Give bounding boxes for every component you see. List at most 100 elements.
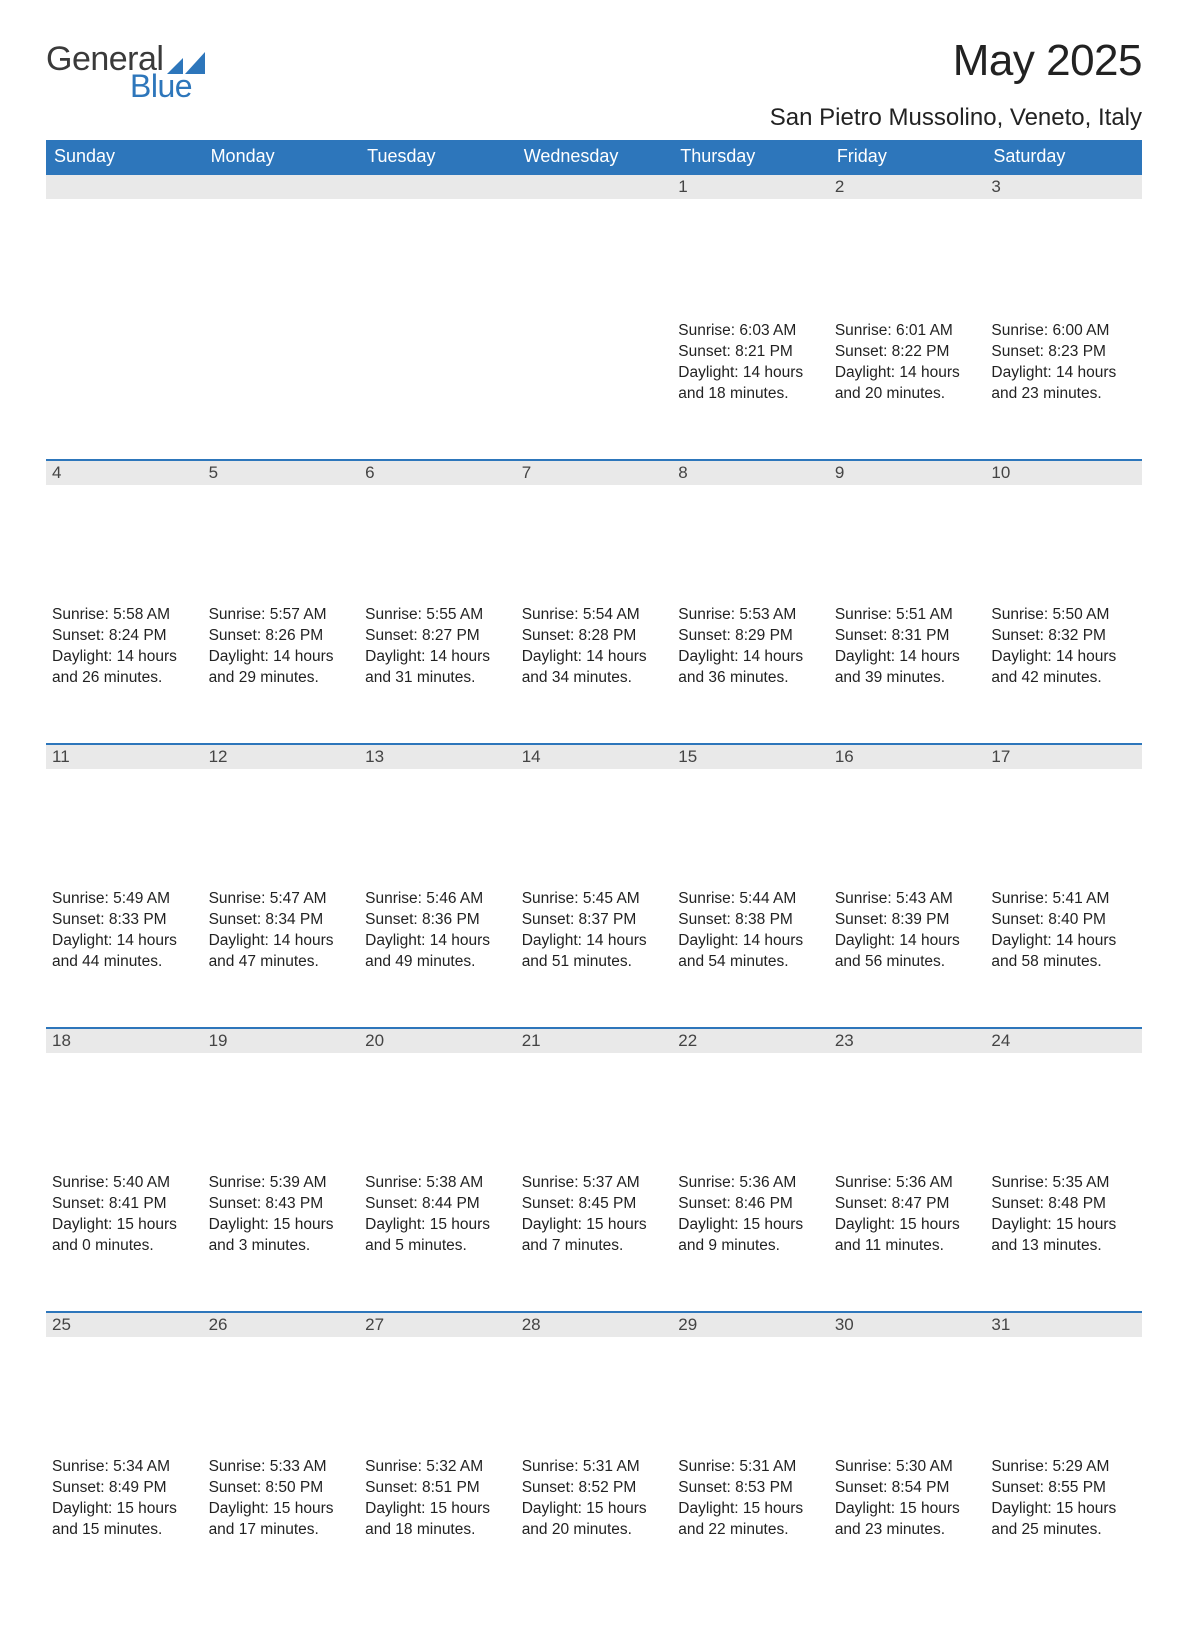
sunset-text: Sunset: 8:55 PM (991, 1478, 1136, 1499)
day-cell: Sunrise: 5:40 AMSunset: 8:41 PMDaylight:… (46, 1169, 203, 1311)
sunset-text: Sunset: 8:44 PM (365, 1194, 510, 1215)
sunset-text: Sunset: 8:32 PM (991, 626, 1136, 647)
day-number: 14 (516, 743, 673, 769)
day-cell: Sunrise: 5:57 AMSunset: 8:26 PMDaylight:… (203, 601, 360, 743)
logo-text-blue: Blue (46, 70, 207, 102)
daylight-text: Daylight: 14 hours and 34 minutes. (522, 647, 667, 689)
sunrise-text: Sunrise: 5:38 AM (365, 1173, 510, 1194)
calendar-header: SundayMondayTuesdayWednesdayThursdayFrid… (46, 140, 1142, 175)
day-number: 22 (672, 1027, 829, 1053)
sunset-text: Sunset: 8:33 PM (52, 910, 197, 931)
day-cell: Sunrise: 5:47 AMSunset: 8:34 PMDaylight:… (203, 885, 360, 1027)
day-body: Sunrise: 5:53 AMSunset: 8:29 PMDaylight:… (672, 601, 829, 697)
day-number-cell: 9 (829, 459, 986, 601)
daylight-text: Daylight: 14 hours and 36 minutes. (678, 647, 823, 689)
daylight-text: Daylight: 15 hours and 25 minutes. (991, 1499, 1136, 1541)
day-cell: Sunrise: 5:29 AMSunset: 8:55 PMDaylight:… (985, 1453, 1142, 1595)
day-cell: Sunrise: 5:36 AMSunset: 8:47 PMDaylight:… (829, 1169, 986, 1311)
day-number: 2 (829, 175, 986, 199)
day-cell: Sunrise: 6:00 AMSunset: 8:23 PMDaylight:… (985, 317, 1142, 459)
day-number-cell: 26 (203, 1311, 360, 1453)
sunrise-text: Sunrise: 5:33 AM (209, 1457, 354, 1478)
day-number-cell: 20 (359, 1027, 516, 1169)
day-body: Sunrise: 5:50 AMSunset: 8:32 PMDaylight:… (985, 601, 1142, 697)
day-number: 9 (829, 459, 986, 485)
day-body: Sunrise: 5:55 AMSunset: 8:27 PMDaylight:… (359, 601, 516, 697)
sunrise-text: Sunrise: 5:54 AM (522, 605, 667, 626)
sunrise-text: Sunrise: 5:55 AM (365, 605, 510, 626)
day-number-cell: 12 (203, 743, 360, 885)
sunrise-text: Sunrise: 5:44 AM (678, 889, 823, 910)
day-number-cell: 22 (672, 1027, 829, 1169)
day-cell: Sunrise: 5:30 AMSunset: 8:54 PMDaylight:… (829, 1453, 986, 1595)
day-body: Sunrise: 6:03 AMSunset: 8:21 PMDaylight:… (672, 317, 829, 413)
sunrise-text: Sunrise: 5:31 AM (522, 1457, 667, 1478)
day-number-cell (46, 175, 203, 317)
day-number-cell: 10 (985, 459, 1142, 601)
day-number-cell: 25 (46, 1311, 203, 1453)
sunrise-text: Sunrise: 5:58 AM (52, 605, 197, 626)
day-number-cell: 7 (516, 459, 673, 601)
daylight-text: Daylight: 15 hours and 7 minutes. (522, 1215, 667, 1257)
sunset-text: Sunset: 8:31 PM (835, 626, 980, 647)
day-body: Sunrise: 5:36 AMSunset: 8:47 PMDaylight:… (829, 1169, 986, 1265)
day-body: Sunrise: 5:40 AMSunset: 8:41 PMDaylight:… (46, 1169, 203, 1265)
sunrise-text: Sunrise: 5:29 AM (991, 1457, 1136, 1478)
daylight-text: Daylight: 15 hours and 18 minutes. (365, 1499, 510, 1541)
day-number: 25 (46, 1311, 203, 1337)
day-cell (359, 317, 516, 459)
day-cell: Sunrise: 5:43 AMSunset: 8:39 PMDaylight:… (829, 885, 986, 1027)
sunrise-text: Sunrise: 5:45 AM (522, 889, 667, 910)
sunrise-text: Sunrise: 5:46 AM (365, 889, 510, 910)
day-body: Sunrise: 5:31 AMSunset: 8:53 PMDaylight:… (672, 1453, 829, 1549)
sunrise-text: Sunrise: 5:32 AM (365, 1457, 510, 1478)
sunrise-text: Sunrise: 5:36 AM (678, 1173, 823, 1194)
day-cell: Sunrise: 5:44 AMSunset: 8:38 PMDaylight:… (672, 885, 829, 1027)
day-body (359, 317, 516, 329)
day-number: 19 (203, 1027, 360, 1053)
day-cell: Sunrise: 5:34 AMSunset: 8:49 PMDaylight:… (46, 1453, 203, 1595)
sunset-text: Sunset: 8:47 PM (835, 1194, 980, 1215)
day-cell: Sunrise: 6:01 AMSunset: 8:22 PMDaylight:… (829, 317, 986, 459)
sunrise-text: Sunrise: 6:03 AM (678, 321, 823, 342)
sunrise-text: Sunrise: 5:47 AM (209, 889, 354, 910)
day-number: 10 (985, 459, 1142, 485)
day-number-empty (203, 175, 360, 199)
day-cell (203, 317, 360, 459)
day-number-cell: 16 (829, 743, 986, 885)
day-body: Sunrise: 5:30 AMSunset: 8:54 PMDaylight:… (829, 1453, 986, 1549)
day-number: 31 (985, 1311, 1142, 1337)
day-number-cell: 23 (829, 1027, 986, 1169)
sunset-text: Sunset: 8:26 PM (209, 626, 354, 647)
day-number-cell: 27 (359, 1311, 516, 1453)
day-cell: Sunrise: 5:54 AMSunset: 8:28 PMDaylight:… (516, 601, 673, 743)
daylight-text: Daylight: 15 hours and 13 minutes. (991, 1215, 1136, 1257)
sunset-text: Sunset: 8:21 PM (678, 342, 823, 363)
sunrise-text: Sunrise: 5:41 AM (991, 889, 1136, 910)
sunrise-text: Sunrise: 5:30 AM (835, 1457, 980, 1478)
sunset-text: Sunset: 8:37 PM (522, 910, 667, 931)
day-body: Sunrise: 5:57 AMSunset: 8:26 PMDaylight:… (203, 601, 360, 697)
day-number-cell (359, 175, 516, 317)
day-number: 29 (672, 1311, 829, 1337)
day-number: 16 (829, 743, 986, 769)
day-body: Sunrise: 5:49 AMSunset: 8:33 PMDaylight:… (46, 885, 203, 981)
sunset-text: Sunset: 8:48 PM (991, 1194, 1136, 1215)
calendar-body: 123Sunrise: 6:03 AMSunset: 8:21 PMDaylig… (46, 175, 1142, 1595)
sunrise-text: Sunrise: 5:34 AM (52, 1457, 197, 1478)
day-number-empty (516, 175, 673, 199)
daylight-text: Daylight: 15 hours and 11 minutes. (835, 1215, 980, 1257)
sunrise-text: Sunrise: 5:57 AM (209, 605, 354, 626)
daylight-text: Daylight: 14 hours and 42 minutes. (991, 647, 1136, 689)
daylight-text: Daylight: 14 hours and 49 minutes. (365, 931, 510, 973)
day-body: Sunrise: 5:41 AMSunset: 8:40 PMDaylight:… (985, 885, 1142, 981)
day-number-empty (359, 175, 516, 199)
day-cell: Sunrise: 5:35 AMSunset: 8:48 PMDaylight:… (985, 1169, 1142, 1311)
day-header: Friday (829, 140, 986, 175)
sunset-text: Sunset: 8:22 PM (835, 342, 980, 363)
day-number-cell: 18 (46, 1027, 203, 1169)
day-body: Sunrise: 5:37 AMSunset: 8:45 PMDaylight:… (516, 1169, 673, 1265)
day-body: Sunrise: 5:29 AMSunset: 8:55 PMDaylight:… (985, 1453, 1142, 1549)
daylight-text: Daylight: 14 hours and 51 minutes. (522, 931, 667, 973)
day-number-cell: 19 (203, 1027, 360, 1169)
